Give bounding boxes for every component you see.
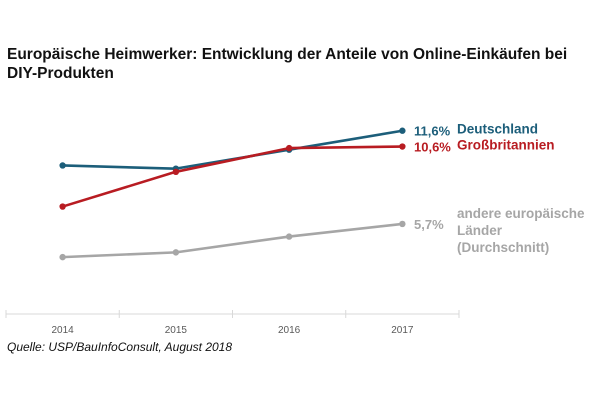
data-point [399,127,406,134]
end-value-label: 5,7% [414,217,444,232]
end-value-label: 10,6% [414,140,451,155]
data-point [285,144,293,152]
chart-title: Europäische Heimwerker: Entwicklung der … [7,46,568,82]
data-point [172,168,180,175]
data-point [172,249,180,256]
series-name-label: andere europäische [457,206,585,221]
x-tick-label: 2015 [165,325,188,336]
data-point [59,253,66,261]
series-name-label: (Durchschnitt) [457,240,549,255]
series-name-label: Großbritannien [457,138,555,153]
series-line [62,222,403,259]
data-point [399,220,406,228]
series-labels: 11,6% Deutschland 10,6% Großbritannien 5,7% a… [414,122,585,255]
x-axis: 2014 2015 2016 2017 [5,310,460,336]
source-note: Quelle: USP/BauInfoConsult, August 2018 [7,340,233,354]
data-point [285,233,293,240]
data-point [59,162,66,169]
x-tick-label: 2014 [52,325,75,336]
x-tick-label: 2017 [391,325,414,336]
data-point [399,143,406,150]
series-line [62,145,403,208]
series-line [62,129,403,170]
data-point [59,203,66,210]
series-group [59,127,406,261]
x-tick-label: 2016 [278,325,301,336]
series-name-label: Deutschland [457,122,538,137]
series-name-label: Länder [457,223,503,238]
end-value-label: 11,6% [414,124,451,139]
